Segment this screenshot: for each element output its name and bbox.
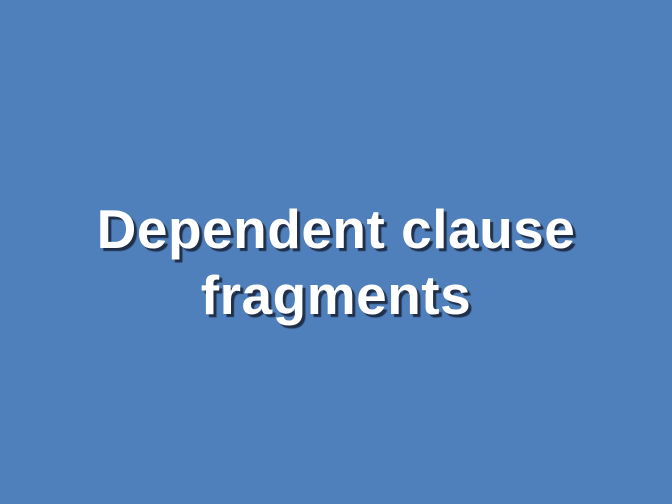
slide-title-line-2: fragments xyxy=(200,264,472,326)
slide-title: Dependent clause fragments xyxy=(0,196,672,328)
slide-title-line-1: Dependent clause xyxy=(96,198,576,260)
